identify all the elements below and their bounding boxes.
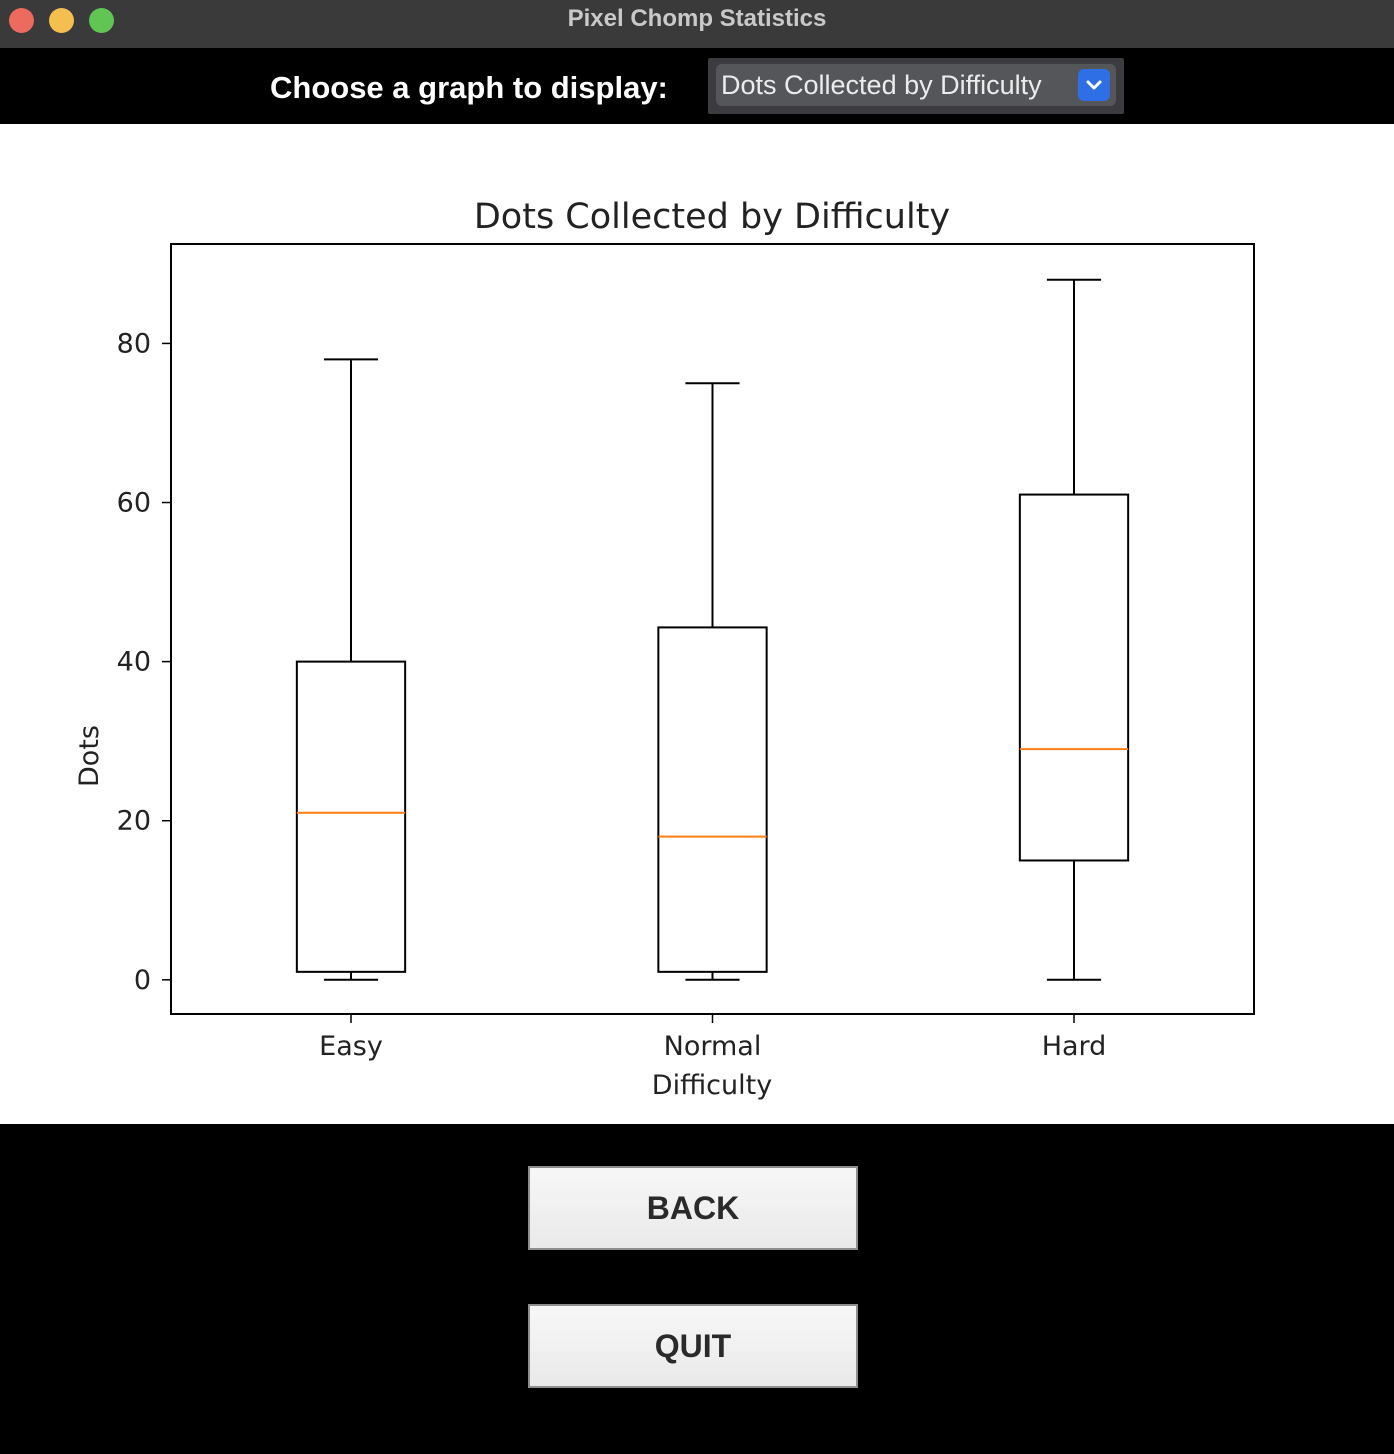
y-tick-label: 80: [117, 328, 151, 359]
window-title: Pixel Chomp Statistics: [567, 5, 827, 32]
y-tick-label: 0: [134, 965, 151, 996]
chevron-down-icon[interactable]: [1078, 69, 1110, 101]
chart-area: Dots Collected by Difficulty 0 20 40 60 80 E…: [0, 124, 1394, 1124]
graph-selector-value: Dots Collected by Difficulty: [721, 70, 1042, 100]
close-window-button[interactable]: [9, 8, 34, 33]
box-group-hard: [1018, 278, 1130, 981]
graph-selector-label: Choose a graph to display:: [270, 70, 668, 105]
y-axis-label: Dots: [74, 725, 105, 787]
x-axis: Easy Normal Hard: [319, 1014, 1106, 1062]
box-iqr: [295, 660, 407, 973]
graph-selector-box[interactable]: Dots Collected by Difficulty: [716, 64, 1116, 106]
y-tick-label: 40: [117, 647, 151, 678]
back-button[interactable]: BACK: [528, 1166, 858, 1250]
box-series: [295, 278, 1130, 981]
x-axis-label: Difficulty: [652, 1070, 772, 1101]
graph-selector-dropdown[interactable]: Dots Collected by Difficulty: [708, 58, 1124, 114]
box-iqr: [1018, 493, 1130, 862]
chart-title: Dots Collected by Difficulty: [474, 197, 950, 237]
box-group-normal: [657, 382, 768, 981]
boxplot-chart: Dots Collected by Difficulty 0 20 40 60 80 E…: [74, 197, 1255, 1101]
box-iqr: [657, 626, 768, 973]
box-group-easy: [295, 358, 407, 981]
x-tick-label: Easy: [319, 1031, 383, 1062]
y-axis: 0 20 40 60 80: [117, 328, 171, 996]
minimize-window-button[interactable]: [49, 8, 74, 33]
x-tick-label: Normal: [664, 1031, 762, 1062]
x-tick-label: Hard: [1042, 1031, 1107, 1062]
title-bar: Pixel Chomp Statistics: [0, 0, 1394, 49]
y-tick-label: 20: [117, 806, 151, 837]
maximize-window-button[interactable]: [89, 8, 114, 33]
quit-button[interactable]: QUIT: [528, 1304, 858, 1388]
y-tick-label: 60: [117, 488, 151, 519]
graph-selector-bar: Choose a graph to display: Dots Collecte…: [0, 48, 1394, 124]
